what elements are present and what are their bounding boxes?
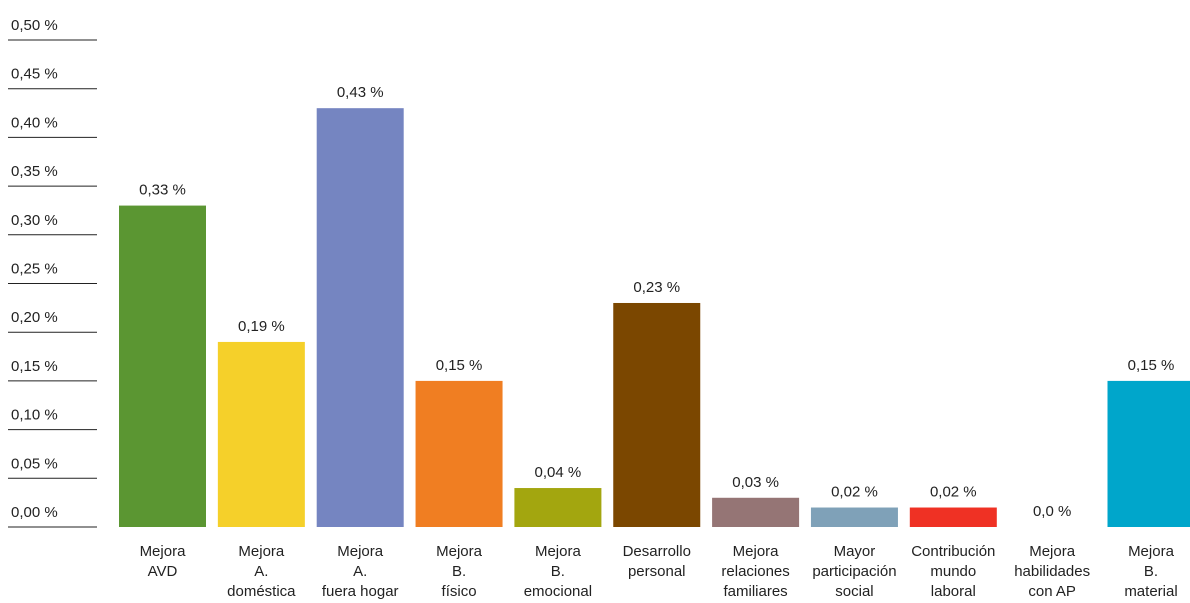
- value-label: 0,15 %: [436, 357, 483, 374]
- y-tick-label: 0,05 %: [11, 455, 58, 472]
- y-tick-label: 0,15 %: [11, 358, 58, 375]
- x-tick-label: con AP: [1028, 583, 1076, 600]
- x-tick-label: relaciones: [721, 563, 789, 580]
- bar: [316, 108, 404, 528]
- value-label: 0,33 %: [139, 182, 186, 199]
- y-tick-label: 0,20 %: [11, 309, 58, 326]
- y-tick-label: 0,30 %: [11, 212, 58, 229]
- x-tick-label: emocional: [524, 583, 592, 600]
- x-tick-label: físico: [442, 583, 477, 600]
- x-tick-label: social: [835, 583, 873, 600]
- x-tick-label: participación: [812, 563, 896, 580]
- bar: [1107, 380, 1190, 527]
- x-tick-label: mundo: [930, 563, 976, 580]
- x-tick-label: Mayor: [834, 543, 876, 560]
- bar: [119, 205, 206, 527]
- y-tick-label: 0,40 %: [11, 114, 58, 131]
- y-tick-label: 0,50 %: [11, 17, 58, 34]
- value-label: 0,02 %: [930, 484, 977, 501]
- y-tick-label: 0,45 %: [11, 66, 58, 83]
- x-tick-label: Mejora: [436, 543, 483, 560]
- x-tick-label: Contribución: [911, 543, 995, 560]
- bar: [909, 507, 997, 527]
- x-tick-label: habilidades: [1014, 563, 1090, 580]
- x-tick-label: AVD: [148, 563, 178, 580]
- x-tick-label: personal: [628, 563, 686, 580]
- bar: [810, 507, 898, 527]
- x-tick-label: laboral: [931, 583, 976, 600]
- y-tick-label: 0,25 %: [11, 261, 58, 278]
- y-tick-label: 0,35 %: [11, 163, 58, 180]
- y-tick-label: 0,00 %: [11, 504, 58, 521]
- value-label: 0,23 %: [633, 279, 680, 296]
- bar: [613, 302, 701, 527]
- x-tick-label: material: [1124, 583, 1177, 600]
- value-label: 0,03 %: [732, 474, 779, 491]
- x-tick-label: Mejora: [733, 543, 780, 560]
- bar: [217, 341, 305, 527]
- bar: [712, 497, 800, 527]
- value-label: 0,0 %: [1033, 503, 1071, 520]
- x-tick-label: Mejora: [238, 543, 285, 560]
- value-label: 0,15 %: [1128, 357, 1175, 374]
- x-tick-label: B.: [551, 563, 565, 580]
- value-label: 0,04 %: [535, 464, 582, 481]
- x-tick-label: fuera hogar: [322, 583, 399, 600]
- x-tick-label: Mejora: [1029, 543, 1076, 560]
- x-tick-label: Mejora: [1128, 543, 1175, 560]
- x-tick-label: familiares: [724, 583, 788, 600]
- x-tick-label: Mejora: [140, 543, 187, 560]
- x-tick-label: doméstica: [227, 583, 296, 600]
- value-label: 0,02 %: [831, 484, 878, 501]
- x-tick-label: Mejora: [337, 543, 384, 560]
- x-tick-label: A.: [254, 563, 268, 580]
- x-tick-label: Mejora: [535, 543, 582, 560]
- x-tick-label: B.: [452, 563, 466, 580]
- value-label: 0,19 %: [238, 318, 285, 335]
- value-label: 0,43 %: [337, 84, 384, 101]
- y-tick-label: 0,10 %: [11, 407, 58, 424]
- bar: [415, 380, 503, 527]
- x-tick-label: Desarrollo: [623, 543, 691, 560]
- bar: [514, 488, 602, 527]
- x-tick-label: B.: [1144, 563, 1158, 580]
- x-tick-label: A.: [353, 563, 367, 580]
